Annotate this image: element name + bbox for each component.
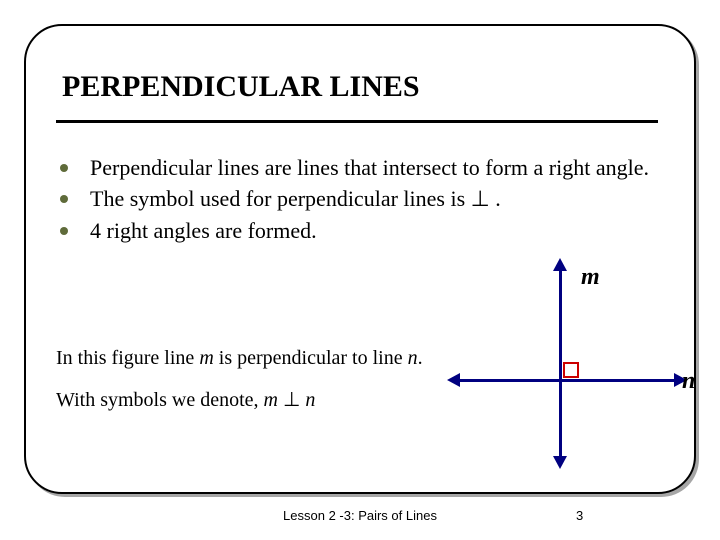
caption-text: . — [418, 347, 423, 369]
label-n: n — [682, 368, 695, 395]
line-n — [457, 379, 677, 382]
caption-line-2: With symbols we denote, m ⊥ n — [56, 387, 315, 412]
perpendicular-diagram: m n — [455, 264, 705, 464]
var-m: m — [264, 389, 278, 411]
bullet-item: Perpendicular lines are lines that inter… — [60, 153, 665, 182]
bullet-dot-icon — [60, 164, 68, 172]
caption-line-1: In this figure line m is perpendicular t… — [56, 347, 423, 370]
bullet-item: 4 right angles are formed. — [60, 216, 665, 245]
perpendicular-symbol: ⊥ — [278, 389, 305, 411]
bullet-dot-icon — [60, 195, 68, 203]
bullet-list: Perpendicular lines are lines that inter… — [60, 153, 665, 247]
bullet-item: The symbol used for perpendicular lines … — [60, 184, 665, 213]
right-angle-marker — [563, 362, 579, 378]
arrow-down-icon — [553, 456, 567, 469]
var-n: n — [408, 347, 418, 369]
bullet-dot-icon — [60, 227, 68, 235]
arrow-left-icon — [447, 373, 460, 387]
caption-text: With symbols we denote, — [56, 389, 264, 411]
arrow-up-icon — [553, 258, 567, 271]
label-m: m — [581, 264, 600, 291]
title-underline — [56, 120, 658, 123]
footer-lesson: Lesson 2 -3: Pairs of Lines — [0, 508, 720, 523]
slide: PERPENDICULAR LINES Perpendicular lines … — [0, 0, 720, 540]
caption-text: In this figure line — [56, 347, 199, 369]
footer-page-number: 3 — [576, 508, 583, 523]
line-m — [559, 268, 562, 459]
bullet-text: The symbol used for perpendicular lines … — [90, 184, 665, 213]
var-n: n — [305, 389, 315, 411]
caption-text: is perpendicular to line — [214, 347, 408, 369]
slide-title: PERPENDICULAR LINES — [62, 70, 420, 104]
bullet-text: Perpendicular lines are lines that inter… — [90, 153, 665, 182]
bullet-text: 4 right angles are formed. — [90, 216, 665, 245]
var-m: m — [199, 347, 213, 369]
